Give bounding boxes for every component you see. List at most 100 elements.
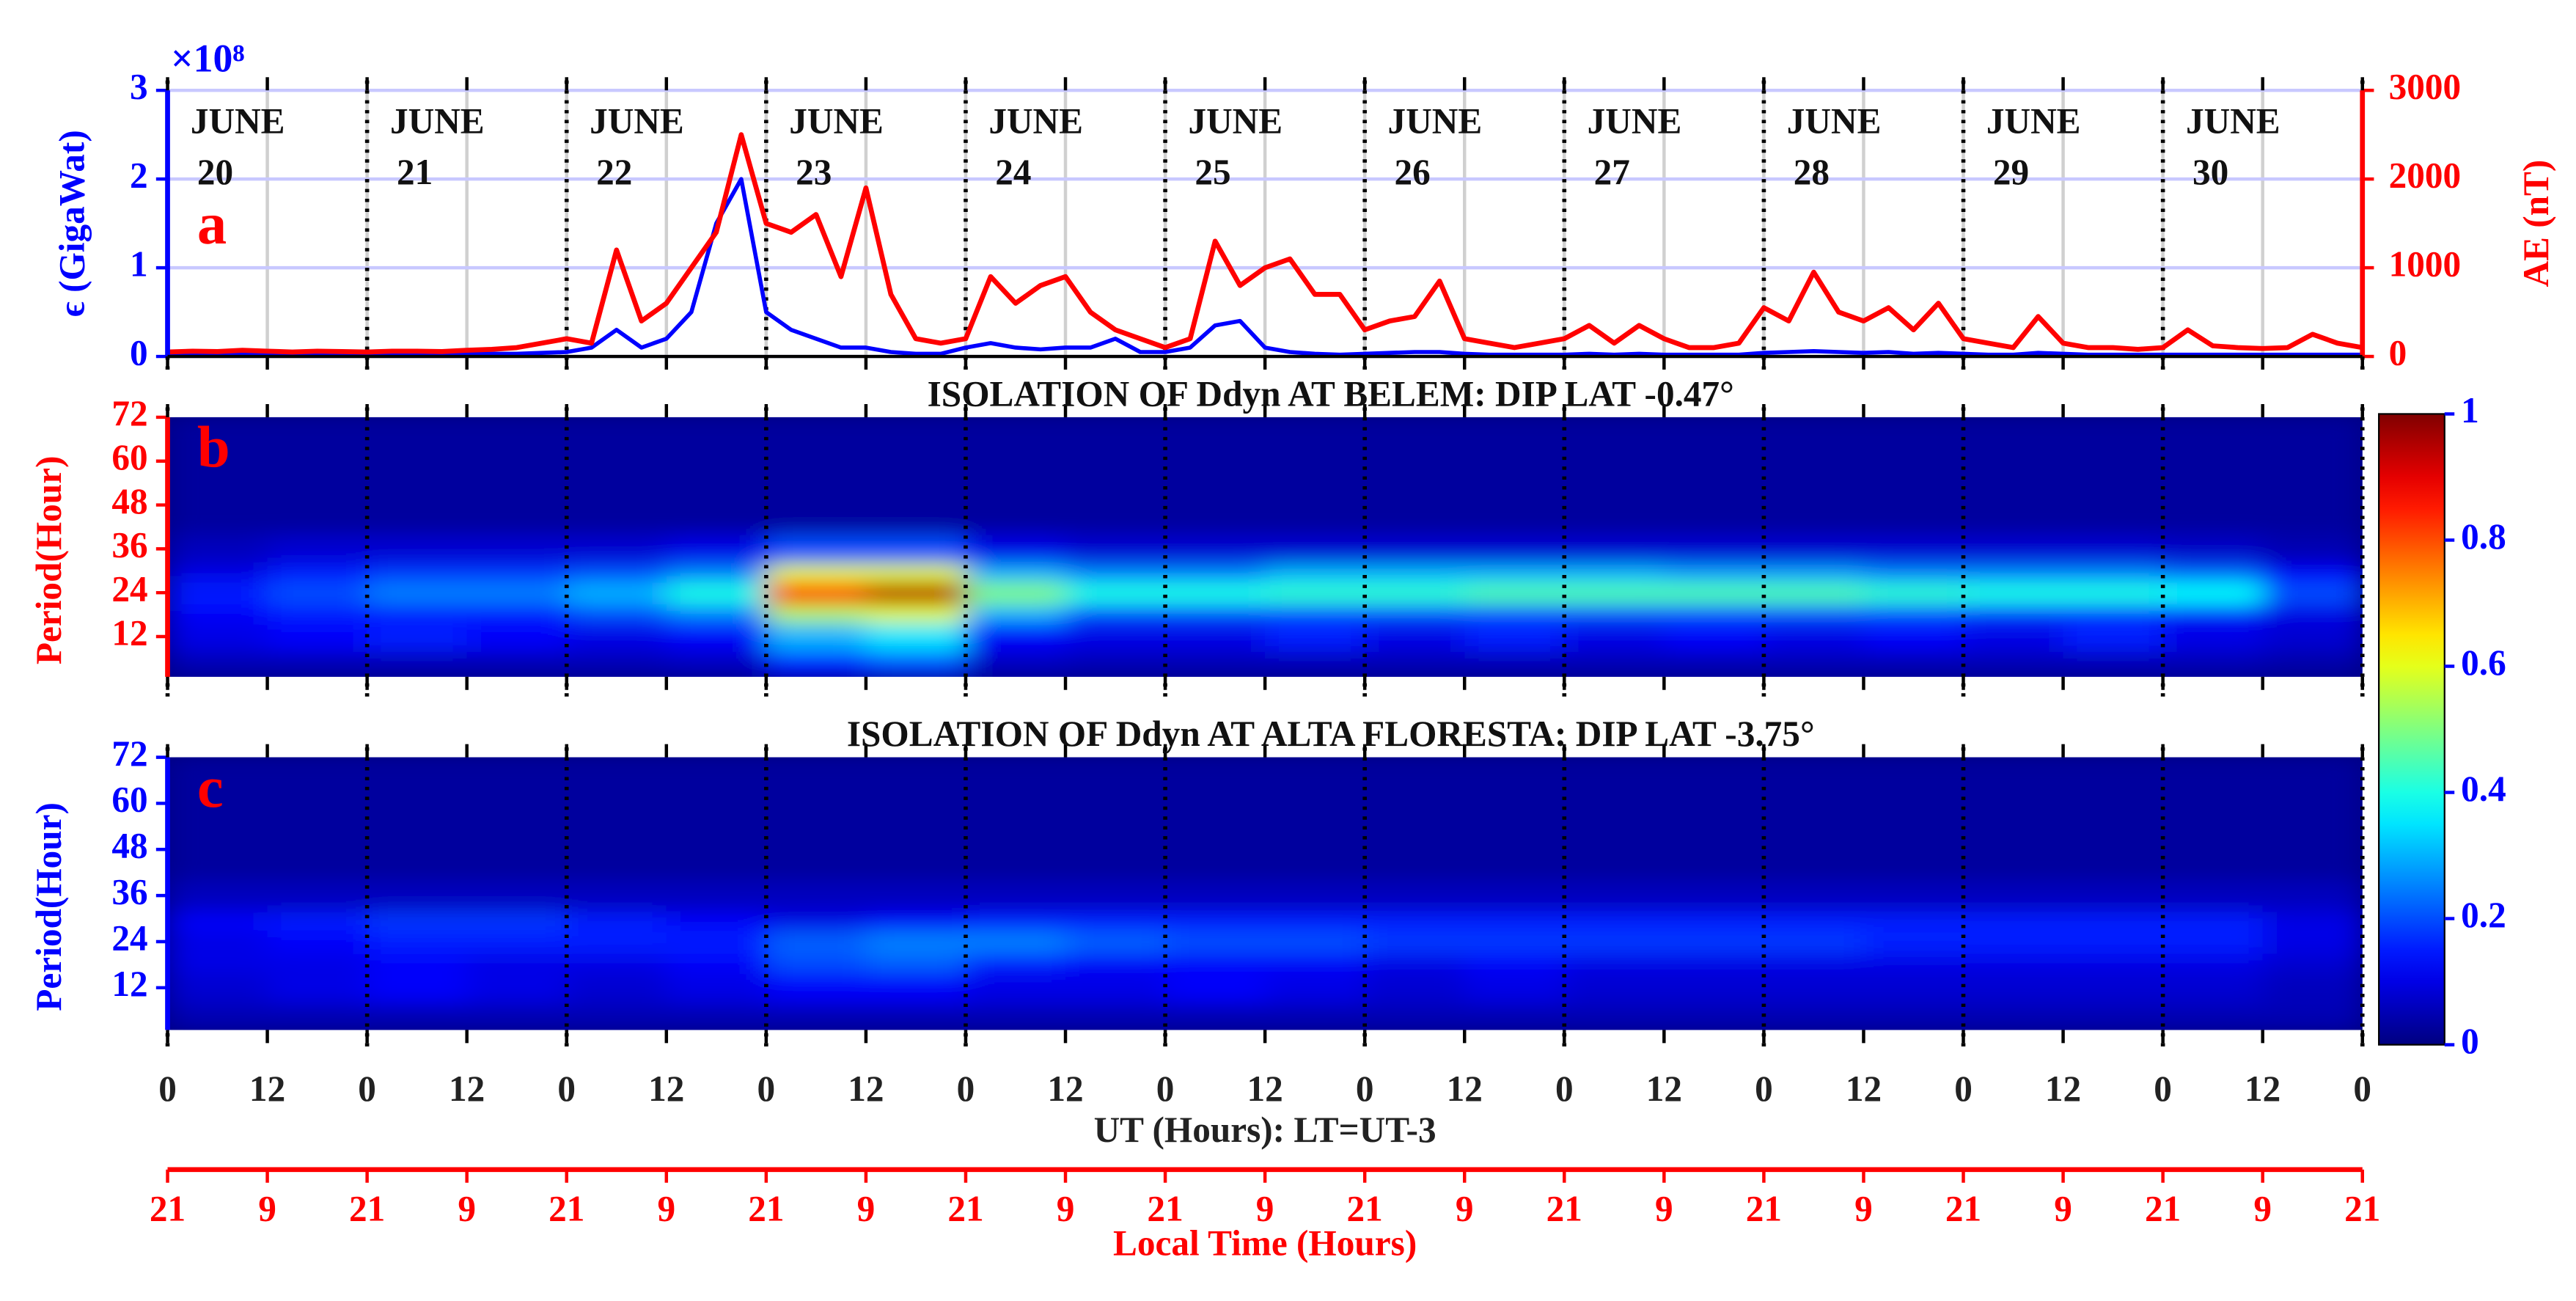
y-tick-label: 12 — [111, 612, 147, 653]
x-tick-label: 12 — [2045, 1069, 2081, 1109]
heatmap-cell — [2162, 953, 2264, 973]
day-label: 26 — [1395, 152, 1431, 192]
y-tick-label: 72 — [111, 733, 147, 774]
heatmap-cell — [167, 1003, 268, 1030]
heatmap-cell — [367, 604, 468, 623]
heatmap-cell — [2262, 563, 2363, 583]
heatmap-cell — [267, 417, 368, 535]
heatmap-cell — [666, 650, 767, 677]
heatmap-cell — [1365, 417, 1466, 535]
heatmap-cell — [466, 972, 568, 1004]
heatmap-cell — [2063, 972, 2164, 1004]
heatmap-cell — [1664, 1003, 1765, 1030]
heatmap-cell — [1065, 1003, 1167, 1030]
heatmap-cell — [1564, 563, 1665, 583]
heatmap-cells — [167, 757, 2363, 1030]
heatmap-cell — [167, 953, 268, 973]
heatmap-cell — [1564, 911, 1665, 931]
heatmap-cell — [965, 582, 1067, 605]
heatmap-cell — [1664, 534, 1765, 565]
heatmap-cell — [1963, 930, 2064, 954]
heatmap-cell — [766, 417, 867, 535]
heatmap-cell — [367, 1003, 468, 1030]
heatmap-cell — [367, 757, 468, 882]
x-tick-label: 0 — [557, 1069, 576, 1109]
heatmap-cell — [1664, 417, 1765, 535]
series-line — [167, 177, 2363, 357]
heatmap-cell — [766, 582, 867, 605]
heatmap-cell — [1664, 757, 1765, 882]
heatmap-cell — [1863, 534, 1964, 565]
heatmap-cell — [566, 1003, 667, 1030]
day-label: JUNE — [988, 101, 1083, 142]
heatmap-cell — [965, 930, 1067, 954]
x2-tick-label: 9 — [1256, 1188, 1274, 1228]
heatmap-cell — [1464, 972, 1566, 1004]
heatmap-cell — [766, 1003, 867, 1030]
y-axis-label: ϵ (GigaWat) — [51, 130, 92, 317]
heatmap-cell — [865, 604, 967, 623]
heatmap-cell — [965, 911, 1067, 931]
heatmap-cell — [367, 582, 468, 605]
heatmap-blur — [167, 417, 2363, 677]
heatmap-cell — [2162, 757, 2264, 882]
heatmap-cell — [1165, 911, 1266, 931]
colorbar-tick-label: 0 — [2461, 1021, 2479, 1061]
heatmap-cell — [466, 563, 568, 583]
heatmap-cell — [2162, 650, 2264, 677]
heatmap-cell — [1365, 563, 1466, 583]
heatmap-cell — [367, 563, 468, 583]
x2-tick-label: 21 — [1746, 1188, 1782, 1228]
heatmap-cell — [1265, 880, 1366, 912]
heatmap-cell — [1664, 563, 1765, 583]
heatmap-cell — [2162, 911, 2264, 931]
heatmap-cell — [965, 604, 1067, 623]
heatmap-cell — [766, 930, 867, 954]
heatmap-cell — [1165, 604, 1266, 623]
heatmap-cell — [367, 650, 468, 677]
heatmap-cell — [865, 534, 967, 565]
day-label: JUNE — [1787, 101, 1882, 142]
heatmap-cell — [1065, 622, 1167, 653]
heatmap-cell — [167, 582, 268, 605]
heatmap-cell — [1764, 953, 1865, 973]
heatmap-cell — [1065, 582, 1167, 605]
heatmap-cell — [1065, 972, 1167, 1004]
x-tick-label: 0 — [1755, 1069, 1773, 1109]
heatmap-cell — [1165, 582, 1266, 605]
heatmap-cell — [2262, 757, 2363, 882]
heatmap-cell — [1265, 650, 1366, 677]
day-label: JUNE — [1188, 101, 1283, 142]
heatmap-cell — [666, 880, 767, 912]
heatmap-cell — [1564, 880, 1665, 912]
y-tick-label: 36 — [111, 871, 147, 912]
heatmap-cell — [1764, 757, 1865, 882]
day-label: 25 — [1195, 152, 1230, 192]
heatmap-cell — [1664, 622, 1765, 653]
heatmap-cell — [1564, 972, 1665, 1004]
heatmap-cell — [2162, 417, 2264, 535]
heatmap-cell — [1764, 563, 1865, 583]
heatmap-cell — [1863, 880, 1964, 912]
heatmap-cell — [2262, 880, 2363, 912]
x-tick-label: 12 — [1846, 1069, 1882, 1109]
heatmap-cell — [1365, 953, 1466, 973]
x-tick-label: 0 — [1156, 1069, 1175, 1109]
day-label: 22 — [596, 152, 632, 192]
heatmap-cell — [1365, 582, 1466, 605]
heatmap-cell — [1265, 757, 1366, 882]
x2-tick-label: 9 — [1057, 1188, 1075, 1228]
y2-tick-label: 1000 — [2389, 243, 2462, 284]
y2-tick-label: 2000 — [2389, 155, 2462, 195]
heatmap-cell — [1464, 534, 1566, 565]
heatmap-cell — [1664, 880, 1765, 912]
heatmap-cell — [1265, 972, 1366, 1004]
heatmap-cell — [865, 582, 967, 605]
heatmap-cell — [1165, 930, 1266, 954]
heatmap-cells — [167, 417, 2363, 677]
heatmap-cell — [167, 911, 268, 931]
heatmap-cell — [965, 953, 1067, 973]
heatmap-cell — [1065, 880, 1167, 912]
heatmap-cell — [2063, 650, 2164, 677]
